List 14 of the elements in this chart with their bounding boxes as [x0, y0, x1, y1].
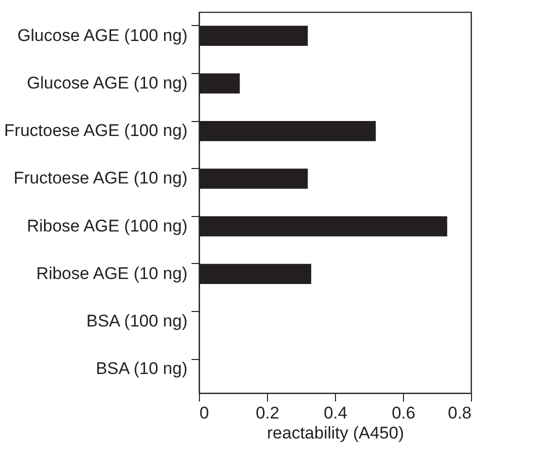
x-tick-label: 0.8	[448, 404, 472, 422]
y-tick-label: Glucose AGE (10 ng)	[26, 73, 188, 92]
y-tick-label: Ribose AGE (100 ng)	[26, 216, 188, 236]
x-tick-label: 0	[200, 404, 209, 422]
x-tick-label: 0.4	[324, 404, 348, 422]
y-tick-label: BSA (100 ng)	[86, 312, 188, 331]
y-tick-label: Glucose AGE (100 ng)	[17, 26, 188, 45]
x-tick-label: 0.6	[392, 404, 416, 422]
y-tick-label: BSA (10 ng)	[96, 359, 188, 378]
y-tick-label: Fructoese AGE (10 ng)	[14, 168, 188, 188]
x-axis-title: reactability (A450)	[266, 424, 404, 442]
y-tick-label: Ribose AGE (10 ng)	[36, 264, 188, 283]
x-tick-label: 0.2	[256, 404, 280, 422]
y-tick-label: Fructoese AGE (100 ng)	[4, 121, 188, 140]
